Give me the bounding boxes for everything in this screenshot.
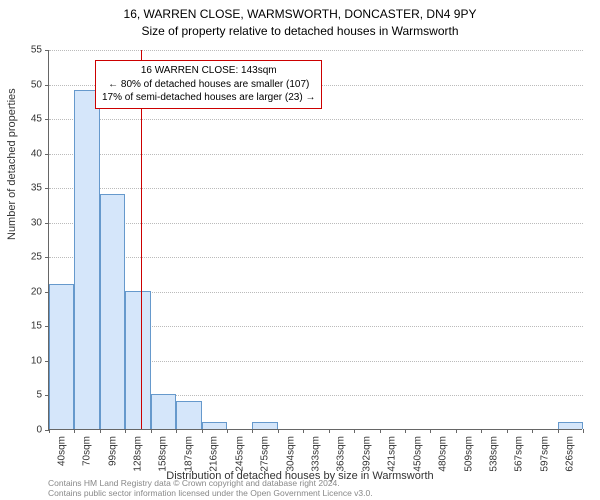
footer-line2: Contains public sector information licen… <box>48 488 373 498</box>
plot-area: 051015202530354045505540sqm70sqm99sqm128… <box>48 50 582 430</box>
x-tick-label: 99sqm <box>107 436 118 466</box>
y-tick <box>45 85 49 86</box>
x-tick-label: 626sqm <box>565 436 576 472</box>
x-tick <box>303 429 304 433</box>
x-tick <box>278 429 279 433</box>
grid-line <box>49 50 583 51</box>
x-tick <box>74 429 75 433</box>
x-tick <box>100 429 101 433</box>
x-tick-label: 158sqm <box>158 436 169 472</box>
histogram-bar <box>100 194 125 429</box>
x-tick <box>507 429 508 433</box>
y-tick <box>45 257 49 258</box>
y-tick-label: 5 <box>16 390 42 401</box>
x-tick <box>481 429 482 433</box>
x-tick <box>49 429 50 433</box>
annotation-line: 17% of semi-detached houses are larger (… <box>102 91 315 105</box>
x-tick-label: 245sqm <box>234 436 245 472</box>
x-tick-label: 216sqm <box>209 436 220 472</box>
x-tick-label: 450sqm <box>412 436 423 472</box>
annotation-line: 16 WARREN CLOSE: 143sqm <box>102 64 315 78</box>
footer-line1: Contains HM Land Registry data © Crown c… <box>48 478 373 488</box>
x-tick <box>227 429 228 433</box>
x-tick <box>532 429 533 433</box>
y-tick-label: 25 <box>16 252 42 263</box>
grid-line <box>49 119 583 120</box>
y-tick <box>45 119 49 120</box>
x-tick-label: 567sqm <box>514 436 525 472</box>
y-tick-label: 55 <box>16 45 42 56</box>
footer-attribution: Contains HM Land Registry data © Crown c… <box>48 478 373 498</box>
x-tick-label: 128sqm <box>133 436 144 472</box>
histogram-bar <box>176 401 201 429</box>
x-tick-label: 40sqm <box>56 436 67 466</box>
grid-line <box>49 257 583 258</box>
y-tick <box>45 50 49 51</box>
y-tick-label: 20 <box>16 286 42 297</box>
x-tick <box>583 429 584 433</box>
y-tick-label: 30 <box>16 217 42 228</box>
annotation-line: ← 80% of detached houses are smaller (10… <box>102 78 315 92</box>
grid-line <box>49 188 583 189</box>
y-tick-label: 10 <box>16 355 42 366</box>
histogram-bar <box>202 422 227 429</box>
x-tick <box>380 429 381 433</box>
histogram-bar <box>151 394 176 429</box>
x-tick <box>558 429 559 433</box>
x-tick-label: 187sqm <box>183 436 194 472</box>
x-tick <box>125 429 126 433</box>
x-tick-label: 392sqm <box>361 436 372 472</box>
x-tick-label: 480sqm <box>438 436 449 472</box>
x-tick-label: 275sqm <box>260 436 271 472</box>
y-tick-label: 40 <box>16 148 42 159</box>
y-tick-label: 15 <box>16 321 42 332</box>
x-tick-label: 421sqm <box>387 436 398 472</box>
x-tick <box>456 429 457 433</box>
x-tick-label: 509sqm <box>463 436 474 472</box>
grid-line <box>49 223 583 224</box>
histogram-bar <box>558 422 583 429</box>
x-tick <box>151 429 152 433</box>
x-tick-label: 333sqm <box>311 436 322 472</box>
annotation-box: 16 WARREN CLOSE: 143sqm← 80% of detached… <box>95 60 322 109</box>
chart-title-block: 16, WARREN CLOSE, WARMSWORTH, DONCASTER,… <box>0 0 600 40</box>
x-tick-label: 538sqm <box>489 436 500 472</box>
y-tick <box>45 188 49 189</box>
histogram-bar <box>125 291 150 429</box>
x-tick <box>430 429 431 433</box>
histogram-bar <box>49 284 74 429</box>
chart-container: 051015202530354045505540sqm70sqm99sqm128… <box>48 50 582 430</box>
y-tick <box>45 223 49 224</box>
x-tick-label: 363sqm <box>336 436 347 472</box>
y-tick <box>45 154 49 155</box>
x-tick-label: 70sqm <box>82 436 93 466</box>
y-tick-label: 45 <box>16 114 42 125</box>
histogram-bar <box>74 90 99 429</box>
x-tick-label: 304sqm <box>285 436 296 472</box>
x-tick <box>329 429 330 433</box>
y-tick-label: 35 <box>16 183 42 194</box>
x-tick <box>202 429 203 433</box>
grid-line <box>49 154 583 155</box>
x-tick <box>354 429 355 433</box>
x-tick <box>405 429 406 433</box>
title-address: 16, WARREN CLOSE, WARMSWORTH, DONCASTER,… <box>0 6 600 23</box>
title-subtitle: Size of property relative to detached ho… <box>0 23 600 40</box>
y-tick-label: 50 <box>16 79 42 90</box>
x-tick <box>252 429 253 433</box>
x-tick-label: 597sqm <box>539 436 550 472</box>
histogram-bar <box>252 422 277 429</box>
x-tick <box>176 429 177 433</box>
y-tick-label: 0 <box>16 425 42 436</box>
